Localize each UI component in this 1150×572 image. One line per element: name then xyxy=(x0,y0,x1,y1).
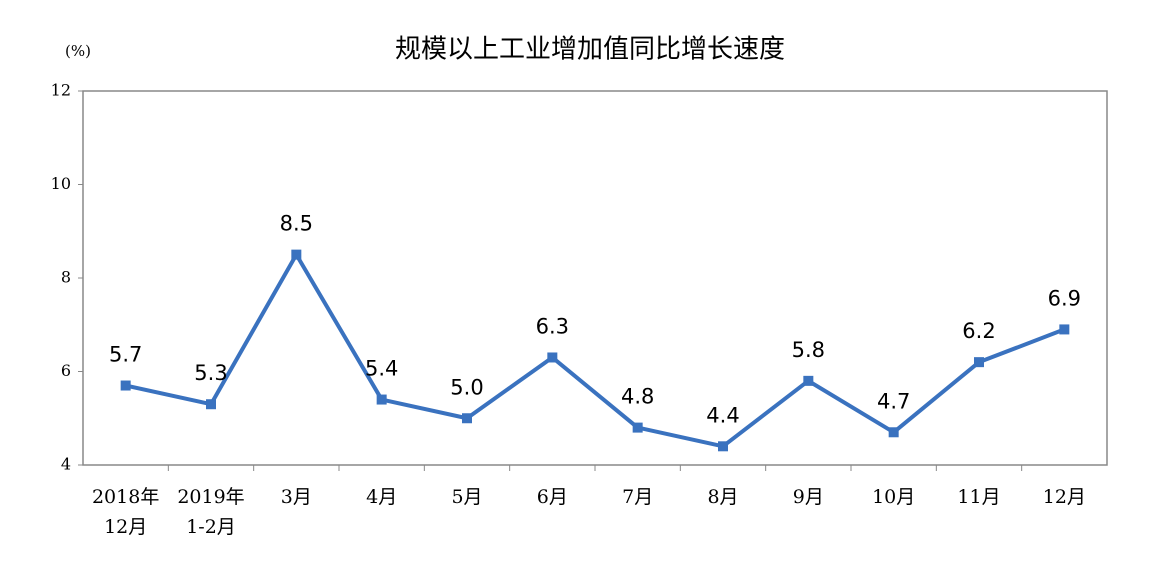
data-label: 4.7 xyxy=(877,389,910,413)
data-label: 6.3 xyxy=(536,314,569,338)
data-label: 4.8 xyxy=(621,385,654,409)
data-label: 8.5 xyxy=(280,212,313,236)
x-tick-label: 2019年 1-2月 xyxy=(177,486,245,538)
marker xyxy=(120,380,131,391)
marker xyxy=(632,422,643,433)
data-label: 5.8 xyxy=(792,338,825,362)
y-tick-label: 6 xyxy=(61,361,71,380)
marker xyxy=(974,357,984,368)
data-label: 6.2 xyxy=(962,319,995,343)
marker xyxy=(462,413,472,424)
x-tick-label: 5月 xyxy=(451,486,483,508)
data-label: 4.4 xyxy=(706,403,739,427)
x-tick-label: 7月 xyxy=(622,486,654,508)
marker xyxy=(1059,324,1070,335)
marker xyxy=(206,399,216,410)
x-tick-label: 3月 xyxy=(280,486,312,508)
x-tick-label: 4月 xyxy=(366,486,398,508)
data-label: 5.4 xyxy=(365,357,398,381)
y-axis-unit: (%) xyxy=(65,42,91,60)
plot-frame xyxy=(82,90,1108,466)
data-label: 5.3 xyxy=(194,361,227,385)
x-tick-label: 12月 xyxy=(1042,486,1086,508)
data-label: 6.9 xyxy=(1048,286,1081,310)
data-label: 5.0 xyxy=(450,375,483,399)
y-tick-label: 12 xyxy=(51,81,71,100)
chart-title: 规模以上工业增加值同比增长速度 xyxy=(395,35,785,65)
marker xyxy=(547,352,558,363)
y-tick-label: 10 xyxy=(51,174,71,193)
x-tick-label: 9月 xyxy=(792,486,824,508)
x-tick-label: 2018年 12月 xyxy=(91,486,160,538)
y-tick-label: 8 xyxy=(61,268,71,287)
x-tick-label: 10月 xyxy=(872,486,916,508)
line xyxy=(125,252,1066,449)
marker xyxy=(888,427,899,438)
y-tick-label: 4 xyxy=(61,455,71,474)
marker xyxy=(803,375,814,386)
marker xyxy=(291,249,302,260)
data-label: 5.7 xyxy=(109,343,142,367)
marker xyxy=(718,441,728,452)
marker xyxy=(376,394,387,405)
x-tick-label: 11月 xyxy=(957,486,1001,508)
x-tick-label: 8月 xyxy=(707,486,739,508)
x-tick-label: 6月 xyxy=(536,486,568,508)
